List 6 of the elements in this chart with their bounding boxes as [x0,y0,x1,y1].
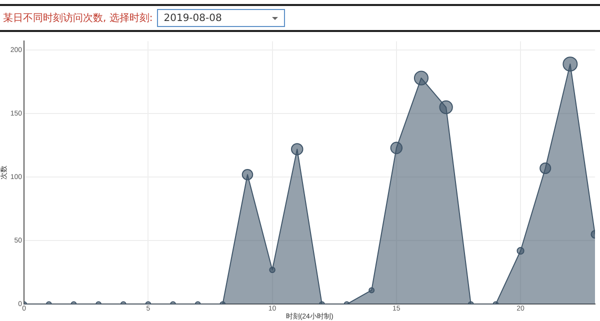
point [368,287,375,294]
chart-subtitle: 2019-08-08 [164,12,222,24]
chart-title: 某日不同时刻访问次数, 选择时刻: [3,12,153,25]
point [516,247,524,255]
date-dropdown: 2019-08-08 [156,9,285,27]
point [269,266,276,274]
